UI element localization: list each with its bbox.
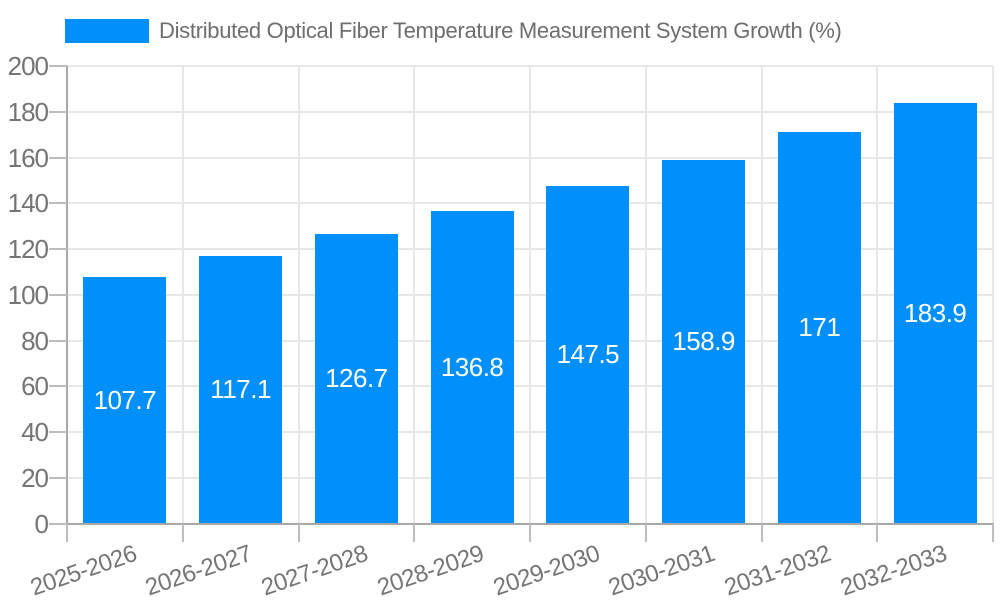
legend-label: Distributed Optical Fiber Temperature Me…	[159, 18, 842, 43]
x-axis-tick-label: 2028-2029	[373, 540, 487, 600]
x-tick	[992, 523, 994, 542]
y-axis-tick-label: 160	[7, 142, 49, 173]
y-tick	[49, 248, 67, 250]
x-axis-tick-label: 2030-2031	[605, 540, 719, 600]
y-tick	[49, 156, 67, 159]
bar-value-label: 107.7	[93, 384, 157, 415]
legend-item[interactable]: Distributed Optical Fiber Temperature Me…	[65, 18, 842, 44]
bar-value-label: 126.7	[325, 363, 388, 394]
y-axis-tick-label: 200	[7, 51, 49, 81]
x-tick	[644, 523, 647, 542]
bar[interactable]: 126.7	[314, 233, 398, 524]
y-tick	[49, 293, 67, 296]
v-gridline	[529, 66, 531, 524]
x-tick	[413, 523, 416, 542]
y-tick	[49, 385, 67, 388]
x-axis-tick-label: 2025-2026	[26, 540, 140, 600]
y-axis-tick-label: 140	[7, 188, 49, 219]
bar-value-label: 171	[798, 312, 841, 343]
y-axis-tick-label: 180	[7, 96, 49, 127]
bar-value-label: 158.9	[672, 326, 735, 357]
y-axis-tick-label: 0	[34, 508, 50, 539]
x-tick	[529, 523, 531, 542]
y-tick	[49, 110, 67, 113]
bar[interactable]: 183.9	[893, 102, 977, 524]
y-tick	[49, 65, 67, 67]
x-tick	[760, 523, 763, 542]
v-gridline	[876, 66, 879, 524]
bar-value-label: 136.8	[440, 351, 504, 382]
bar[interactable]: 136.8	[430, 210, 514, 524]
x-tick	[297, 523, 300, 542]
x-axis-tick-label: 2032-2033	[836, 540, 950, 600]
y-tick	[49, 476, 67, 479]
bar-value-label: 183.9	[903, 297, 967, 328]
bar[interactable]: 147.5	[546, 186, 630, 524]
y-tick	[49, 431, 67, 433]
y-tick	[49, 522, 67, 525]
v-gridline	[992, 66, 994, 524]
v-gridline	[644, 66, 647, 524]
bar[interactable]: 158.9	[662, 160, 746, 524]
v-gridline	[413, 66, 416, 524]
y-axis-tick-label: 40	[21, 417, 49, 447]
bar-value-label: 117.1	[210, 374, 271, 405]
x-axis-tick-label: 2026-2027	[142, 540, 256, 600]
bar[interactable]: 107.7	[83, 277, 167, 524]
y-axis-tick-label: 120	[7, 234, 49, 264]
y-tick	[49, 339, 67, 342]
bar-value-label: 147.5	[556, 339, 620, 370]
x-axis-tick-label: 2029-2030	[489, 540, 603, 600]
legend: Distributed Optical Fiber Temperature Me…	[65, 17, 842, 45]
x-tick	[876, 523, 879, 542]
bar[interactable]: 117.1	[199, 255, 283, 524]
x-tick	[66, 523, 68, 542]
y-axis-tick-label: 80	[21, 325, 49, 356]
y-axis-tick-label: 100	[7, 279, 49, 310]
x-axis-tick-label: 2031-2032	[721, 540, 835, 600]
y-axis-tick-label: 60	[21, 371, 49, 402]
y-tick	[49, 202, 67, 205]
v-gridline	[760, 66, 763, 524]
bar[interactable]: 171	[777, 132, 861, 524]
v-gridline	[181, 66, 184, 524]
x-axis-tick-label: 2027-2028	[258, 540, 372, 600]
y-axis-line	[66, 66, 68, 526]
y-axis-tick-label: 20	[21, 462, 49, 493]
v-gridline	[297, 66, 300, 524]
legend-swatch-icon	[65, 19, 149, 43]
x-tick	[181, 523, 184, 542]
